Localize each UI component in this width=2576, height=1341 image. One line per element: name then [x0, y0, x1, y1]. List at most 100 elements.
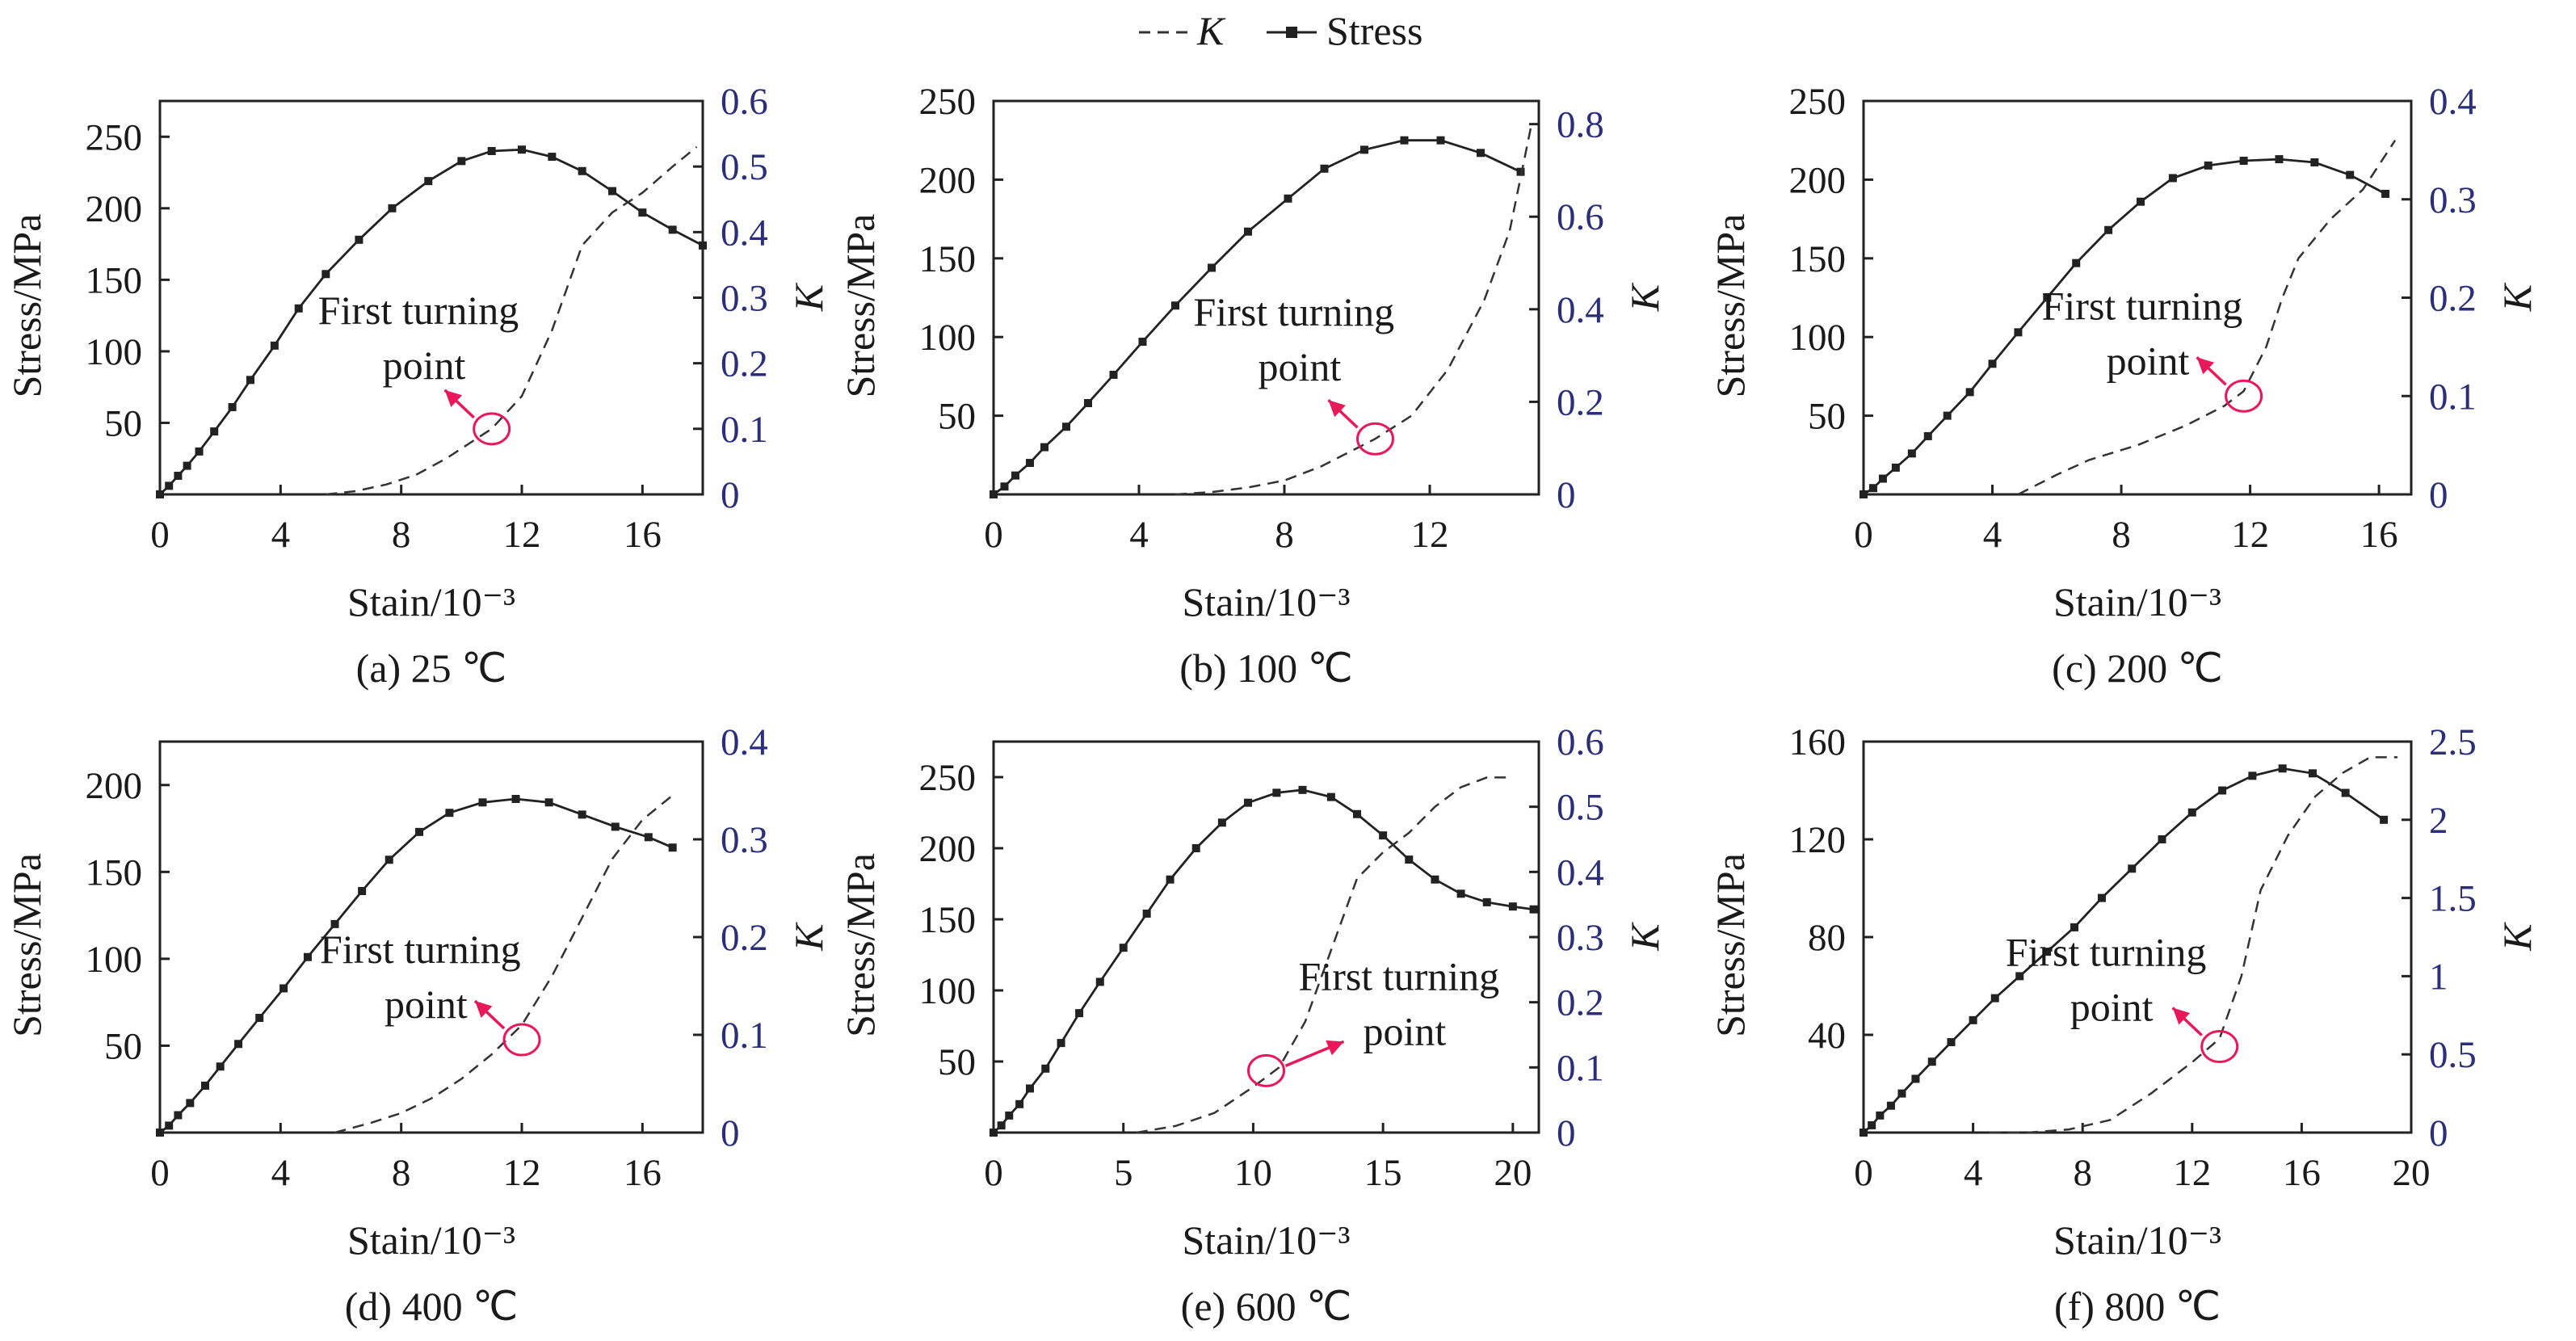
stress-marker [1947, 1038, 1956, 1047]
x-tick-label: 16 [624, 1152, 662, 1194]
stress-marker [1000, 482, 1009, 491]
y-tick-label: 80 [1808, 917, 1846, 959]
k-tick-label: 1.5 [2429, 878, 2477, 920]
k-tick-label: 0.5 [721, 146, 768, 188]
annotation-label: point [1259, 344, 1342, 389]
chart-panel-2: 0 4 8 12 50 100 150 200 250 0 0.2 0.4 0.6 0.8 Stain/10… [838, 81, 1667, 691]
annotation-arrowhead [475, 1001, 493, 1019]
annotation-label: First turning [2006, 930, 2207, 975]
k-tick-label: 0.2 [2429, 278, 2477, 320]
stress-marker [2204, 161, 2213, 170]
k-tick-label: 0.6 [1557, 196, 1604, 238]
stress-marker [1005, 1111, 1014, 1120]
stress-marker [1084, 399, 1092, 408]
stress-marker [358, 886, 367, 895]
stress-series-line [159, 797, 674, 1134]
annotation-arrowhead [2172, 1007, 2191, 1025]
k-tick-label: 0.6 [721, 81, 768, 123]
x-tick-label: 0 [984, 1152, 1003, 1194]
stress-marker [1015, 1099, 1024, 1108]
stress-marker [1166, 875, 1175, 884]
k-tick-label: 0.3 [721, 278, 768, 320]
y-tick-label: 100 [86, 331, 143, 373]
x-tick-label: 12 [1411, 514, 1449, 556]
y-tick-label: 200 [919, 828, 977, 870]
stress-marker [1456, 889, 1465, 898]
k-tick-label: 0.8 [1557, 104, 1604, 146]
x-axis-label: Stain/10⁻³ [2053, 1217, 2221, 1263]
x-tick-label: 20 [2393, 1152, 2431, 1194]
stress-marker [1508, 902, 1517, 911]
stress-marker [1298, 785, 1307, 794]
stress-marker [1244, 227, 1252, 236]
panel-caption: (e) 600 ℃ [1181, 1284, 1352, 1329]
y-tick-label: 200 [86, 765, 143, 807]
panel-caption: (f) 800 ℃ [2054, 1284, 2221, 1329]
stress-marker [2014, 328, 2023, 337]
y-tick-label: 250 [1789, 81, 1847, 123]
stress-marker [990, 490, 998, 498]
stress-marker [1477, 149, 1485, 158]
annotation-arrowhead [2196, 357, 2215, 375]
x-tick-label: 8 [2073, 1152, 2092, 1194]
stress-marker [321, 270, 330, 279]
x-tick-label: 0 [150, 1152, 170, 1194]
stress-marker [1860, 490, 1868, 498]
k-tick-label: 2 [2429, 800, 2448, 842]
stress-marker [644, 833, 653, 842]
k-series-line [1136, 776, 1513, 1134]
stress-marker [1320, 164, 1329, 173]
x-tick-label: 20 [1494, 1152, 1532, 1194]
stress-marker [255, 1014, 264, 1023]
x-axis-label: Stain/10⁻³ [347, 579, 515, 624]
k-series-line [334, 794, 674, 1134]
stress-marker [699, 241, 707, 250]
stress-marker [210, 427, 219, 436]
stress-marker [424, 177, 433, 186]
stress-marker [195, 447, 204, 456]
k-tick-label: 0.2 [1557, 982, 1604, 1024]
k-tick-label: 2.5 [2429, 721, 2477, 763]
stress-marker [487, 146, 496, 155]
stress-marker [355, 235, 363, 244]
y-tick-label: 250 [919, 757, 977, 799]
k-tick-label: 0.4 [721, 212, 768, 254]
k-axis-label: K [786, 922, 831, 952]
k-tick-label: 0 [721, 1112, 740, 1154]
stress-marker [1379, 831, 1388, 840]
k-series-line [2017, 140, 2397, 496]
stress-marker [186, 1099, 195, 1108]
stress-marker [415, 827, 424, 836]
stress-marker [1217, 818, 1226, 827]
stress-marker [2218, 786, 2227, 795]
stress-marker [1075, 1009, 1084, 1018]
annotation-label: point [385, 982, 468, 1027]
stress-marker [1138, 338, 1147, 347]
y-axis-label: Stress/MPa [838, 853, 883, 1037]
stress-marker [578, 810, 586, 819]
x-tick-label: 4 [1964, 1152, 1983, 1194]
stress-marker [216, 1062, 225, 1071]
stress-marker [1272, 788, 1281, 797]
y-tick-label: 150 [86, 851, 143, 893]
stress-marker [1026, 459, 1034, 468]
plot-frame [992, 740, 1540, 1134]
x-tick-label: 4 [271, 514, 291, 556]
stress-marker [990, 1129, 998, 1137]
stress-marker [1868, 484, 1877, 493]
legend-k-label: K [1196, 8, 1226, 53]
k-tick-label: 0.3 [721, 819, 768, 861]
y-axis-label: Stress/MPa [4, 214, 49, 398]
chart-panel-3: 0 4 8 12 16 50 100 150 200 250 0 0.1 0.2 0.3 0.4 Stain/… [1708, 81, 2540, 691]
turning-point-circle [2200, 1030, 2239, 1064]
stress-marker [2043, 293, 2052, 302]
k-tick-label: 0.2 [721, 917, 768, 959]
stress-marker [2097, 893, 2106, 902]
y-tick-label: 100 [1789, 317, 1847, 359]
chart-panels: 0 4 8 12 165010015020025000.10.20.30.40.50.6… [4, 81, 2540, 1329]
stress-marker [1109, 370, 1118, 379]
stress-marker [2043, 948, 2052, 956]
stress-marker [1026, 1084, 1034, 1093]
x-tick-label: 4 [1983, 514, 2002, 556]
annotation-label: point [383, 343, 466, 388]
